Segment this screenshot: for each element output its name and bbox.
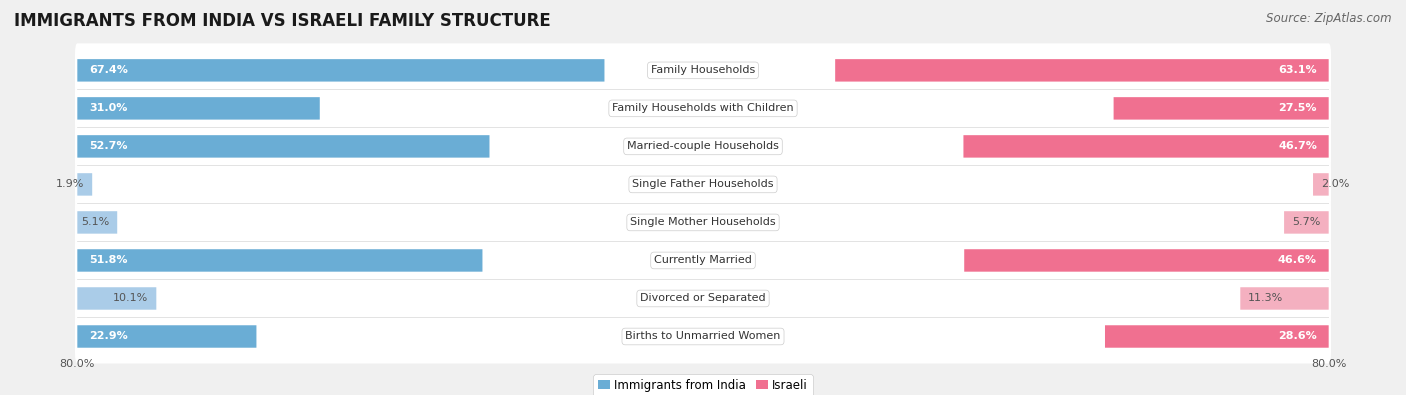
FancyBboxPatch shape bbox=[1105, 325, 1329, 348]
FancyBboxPatch shape bbox=[77, 59, 605, 82]
FancyBboxPatch shape bbox=[75, 81, 1331, 135]
Text: Currently Married: Currently Married bbox=[654, 256, 752, 265]
Text: Single Mother Households: Single Mother Households bbox=[630, 217, 776, 228]
Text: 80.0%: 80.0% bbox=[1310, 359, 1347, 369]
FancyBboxPatch shape bbox=[963, 135, 1329, 158]
FancyBboxPatch shape bbox=[75, 119, 1331, 173]
FancyBboxPatch shape bbox=[835, 59, 1329, 82]
FancyBboxPatch shape bbox=[77, 173, 93, 196]
Text: Source: ZipAtlas.com: Source: ZipAtlas.com bbox=[1267, 12, 1392, 25]
Text: 28.6%: 28.6% bbox=[1278, 331, 1317, 342]
Text: 11.3%: 11.3% bbox=[1249, 293, 1284, 303]
Text: Married-couple Households: Married-couple Households bbox=[627, 141, 779, 151]
Text: 63.1%: 63.1% bbox=[1278, 65, 1317, 75]
Text: 31.0%: 31.0% bbox=[89, 103, 128, 113]
Legend: Immigrants from India, Israeli: Immigrants from India, Israeli bbox=[593, 374, 813, 395]
FancyBboxPatch shape bbox=[75, 196, 1331, 249]
FancyBboxPatch shape bbox=[77, 287, 156, 310]
Text: 22.9%: 22.9% bbox=[89, 331, 128, 342]
Text: 2.0%: 2.0% bbox=[1320, 179, 1350, 190]
FancyBboxPatch shape bbox=[77, 211, 117, 234]
FancyBboxPatch shape bbox=[1114, 97, 1329, 120]
Text: Births to Unmarried Women: Births to Unmarried Women bbox=[626, 331, 780, 342]
Text: 67.4%: 67.4% bbox=[89, 65, 128, 75]
Text: Family Households with Children: Family Households with Children bbox=[612, 103, 794, 113]
Text: 10.1%: 10.1% bbox=[114, 293, 149, 303]
FancyBboxPatch shape bbox=[77, 97, 319, 120]
FancyBboxPatch shape bbox=[77, 249, 482, 272]
FancyBboxPatch shape bbox=[75, 310, 1331, 363]
FancyBboxPatch shape bbox=[1313, 173, 1329, 196]
FancyBboxPatch shape bbox=[75, 271, 1331, 325]
Text: IMMIGRANTS FROM INDIA VS ISRAELI FAMILY STRUCTURE: IMMIGRANTS FROM INDIA VS ISRAELI FAMILY … bbox=[14, 12, 551, 30]
Text: 1.9%: 1.9% bbox=[56, 179, 84, 190]
FancyBboxPatch shape bbox=[75, 158, 1331, 211]
FancyBboxPatch shape bbox=[75, 43, 1331, 97]
Text: 5.1%: 5.1% bbox=[82, 217, 110, 228]
FancyBboxPatch shape bbox=[77, 135, 489, 158]
FancyBboxPatch shape bbox=[1284, 211, 1329, 234]
Text: 80.0%: 80.0% bbox=[59, 359, 96, 369]
Text: 5.7%: 5.7% bbox=[1292, 217, 1320, 228]
Text: 52.7%: 52.7% bbox=[89, 141, 128, 151]
FancyBboxPatch shape bbox=[1240, 287, 1329, 310]
Text: 27.5%: 27.5% bbox=[1278, 103, 1317, 113]
Text: 51.8%: 51.8% bbox=[89, 256, 128, 265]
Text: Single Father Households: Single Father Households bbox=[633, 179, 773, 190]
FancyBboxPatch shape bbox=[75, 233, 1331, 288]
Text: Family Households: Family Households bbox=[651, 65, 755, 75]
Text: Divorced or Separated: Divorced or Separated bbox=[640, 293, 766, 303]
Text: 46.7%: 46.7% bbox=[1278, 141, 1317, 151]
FancyBboxPatch shape bbox=[965, 249, 1329, 272]
FancyBboxPatch shape bbox=[77, 325, 256, 348]
Text: 46.6%: 46.6% bbox=[1278, 256, 1317, 265]
